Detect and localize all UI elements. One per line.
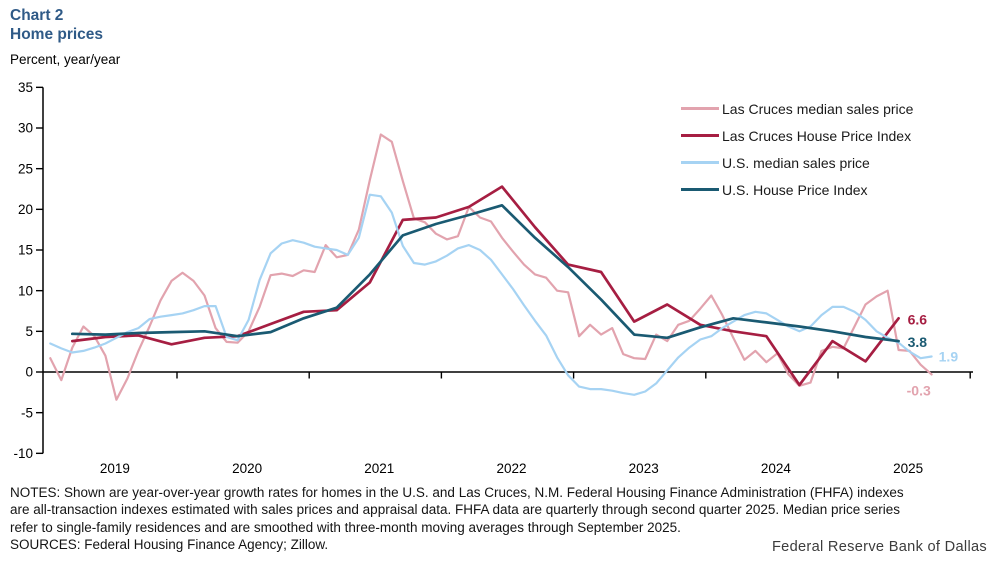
series-end-label: 1.9 <box>939 349 959 365</box>
y-axis-unit-label: Percent, year/year <box>10 52 121 67</box>
legend: Las Cruces median sales price Las Cruces … <box>681 95 913 203</box>
series-line-1 <box>70 185 900 387</box>
x-year-label: 2021 <box>364 461 394 476</box>
notes-line: are all-transaction indexes estimated wi… <box>10 502 900 518</box>
x-year-label: 2025 <box>893 461 923 476</box>
y-tick-label: -10 <box>13 446 33 461</box>
legend-item: Las Cruces House Price Index <box>681 122 913 149</box>
notes-block: NOTES: Shown are year-over-year growth r… <box>10 484 990 554</box>
notes-line: refer to single-family residences and ar… <box>10 519 681 535</box>
y-tick-label: 15 <box>18 243 33 258</box>
y-tick-label: 35 <box>18 80 33 95</box>
legend-line-swatch <box>681 134 719 137</box>
legend-line-swatch <box>681 188 719 191</box>
legend-line-swatch <box>681 107 719 110</box>
y-tick-label: -5 <box>21 405 33 420</box>
y-tick-label: 20 <box>18 202 33 217</box>
legend-label: U.S. House Price Index <box>722 181 868 198</box>
x-year-label: 2024 <box>761 461 792 476</box>
series-line-0 <box>49 133 933 401</box>
x-year-label: 2020 <box>232 461 262 476</box>
legend-label: Las Cruces House Price Index <box>722 127 912 144</box>
series-end-label: -0.3 <box>907 382 931 398</box>
y-tick-label: 0 <box>25 365 33 380</box>
x-year-label: 2023 <box>629 461 659 476</box>
x-year-label: 2022 <box>496 461 526 476</box>
series-line-2 <box>49 193 933 396</box>
chart-number-label: Chart 2 <box>10 7 64 24</box>
y-tick-label: 5 <box>25 324 33 339</box>
legend-item: U.S. median sales price <box>681 149 913 176</box>
legend-item: U.S. House Price Index <box>681 176 913 203</box>
chart-title-block: Chart 2 Home prices <box>10 6 103 44</box>
series-end-label: 6.6 <box>908 311 928 327</box>
federal-reserve-bank-of-dallas-wordmark: Federal Reserve Bank of Dallas <box>771 539 987 555</box>
notes-line: NOTES: Shown are year-over-year growth r… <box>10 485 904 500</box>
y-tick-label: 30 <box>18 121 33 136</box>
legend-label: U.S. median sales price <box>722 154 870 171</box>
legend-line-swatch <box>681 161 719 164</box>
legend-item: Las Cruces median sales price <box>681 95 913 122</box>
sources-line: SOURCES: Federal Housing Finance Agency;… <box>10 537 329 553</box>
legend-label: Las Cruces median sales price <box>722 100 914 117</box>
y-tick-label: 10 <box>18 283 33 298</box>
y-tick-label: 25 <box>18 161 33 176</box>
series-line-3 <box>70 203 900 343</box>
chart-title: Home prices <box>10 26 104 43</box>
series-end-label: 3.8 <box>908 334 928 350</box>
x-year-label: 2019 <box>100 461 130 476</box>
